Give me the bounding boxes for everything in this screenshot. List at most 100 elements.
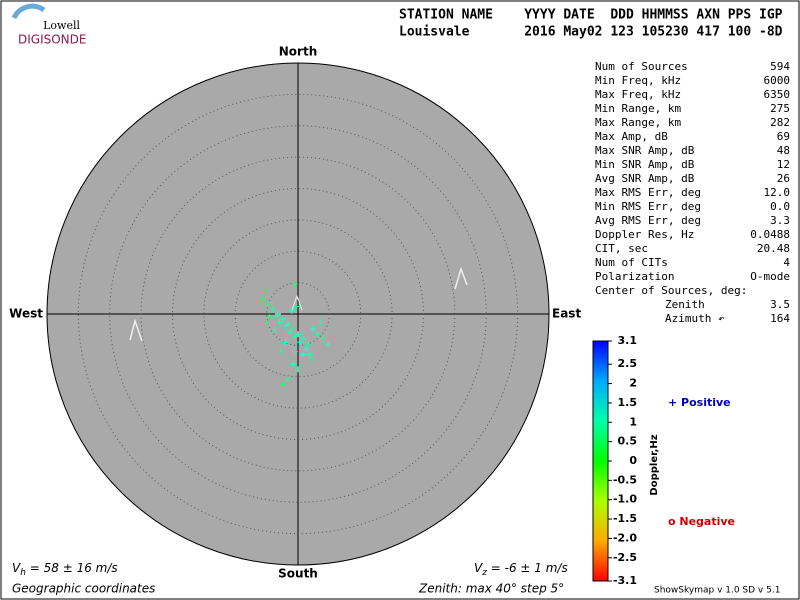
colorbar-tick-label: -0.5: [613, 473, 637, 486]
colorbar-label: Doppler,Hz: [649, 434, 660, 495]
stat-label: Avg SNR Amp, dB: [595, 172, 695, 185]
source-point: [288, 307, 295, 314]
source-point: [310, 326, 317, 333]
vh-label: Vh = 58 ± 16 m/s: [12, 561, 118, 578]
source-point: [283, 322, 290, 329]
stat-value: O-mode: [750, 270, 790, 283]
stat-value: 12: [777, 158, 790, 171]
stat-value: 6350: [764, 88, 791, 101]
stat-label: Min RMS Err, deg: [595, 200, 701, 213]
stat-label: Max Range, km: [595, 116, 681, 129]
stat-label: Doppler Res, Hz: [595, 228, 694, 241]
source-point: [284, 376, 291, 383]
zenith-ring: [203, 219, 393, 409]
marker: [291, 294, 303, 311]
stat-label: Max SNR Amp, dB: [595, 144, 695, 157]
stat-label: CIT, sec: [595, 242, 648, 255]
source-point: [289, 361, 296, 368]
zenith-ring: [77, 93, 519, 535]
source-point: [296, 339, 303, 346]
logo-arc: [11, 3, 46, 20]
colorbar-tick-label: -3.1: [613, 574, 637, 587]
stat-value: 48: [777, 144, 790, 157]
source-point: [257, 298, 264, 305]
source-point: [291, 348, 298, 355]
stat-label: Avg RMS Err, deg: [595, 214, 701, 227]
stat-label: Center of Sources, deg:: [595, 284, 747, 297]
source-point: [286, 329, 293, 336]
source-point: [293, 303, 300, 310]
stat-label: Max RMS Err, deg: [595, 186, 701, 199]
source-point: [266, 314, 273, 321]
zenith-label: Zenith: max 40° step 5°: [418, 582, 564, 596]
zenith-ring: [172, 188, 424, 440]
source-point: [277, 348, 284, 355]
stat-label: Num of Sources: [595, 60, 688, 73]
zenith-ring: [109, 125, 487, 503]
source-point: [279, 381, 286, 388]
source-point: [300, 336, 307, 343]
stat-value: 4: [783, 256, 790, 269]
colorbar-tick-label: 2: [629, 377, 637, 390]
source-point: [325, 341, 332, 348]
stat-value: 12.0: [764, 186, 791, 199]
stat-label: Polarization: [595, 270, 674, 283]
colorbar-tick-label: 1: [629, 415, 637, 428]
stat-label: Num of CITs: [595, 256, 668, 269]
stat-label: Zenith: [665, 298, 705, 311]
colorbar-tick-label: -2.0: [613, 531, 637, 544]
stat-value: 3.5: [770, 298, 790, 311]
colorbar-tick-label: 2.5: [618, 357, 638, 370]
source-point: [320, 336, 327, 343]
colorbar-tick-label: 3.1: [618, 334, 638, 347]
source-point: [291, 280, 298, 287]
stat-value: 0.0488: [750, 228, 790, 241]
colorbar-tick-label: -1.5: [613, 512, 637, 525]
coords-label: Geographic coordinates: [12, 582, 155, 596]
colorbar: [592, 340, 609, 582]
version-label: ShowSkymap v 1.0 SD v 5.1: [654, 586, 780, 596]
source-point: [306, 351, 313, 358]
logo-bottom: DIGISONDE: [18, 33, 86, 47]
stat-label: Max Amp, dB: [595, 130, 668, 143]
marker: [129, 266, 468, 342]
source-point: [295, 331, 301, 338]
stat-value: 282: [770, 116, 790, 129]
stat-value: 26: [777, 172, 790, 185]
colorbar-tick-label: 0: [629, 454, 637, 467]
stat-value: 594: [770, 60, 790, 73]
direction-label: East: [552, 307, 581, 321]
stat-label: Min Range, km: [595, 102, 681, 115]
source-point: [289, 326, 296, 333]
source-point: [263, 320, 270, 327]
zenith-ring: [266, 282, 330, 346]
stat-label: Max Freq, kHz: [595, 88, 681, 101]
zenith-ring: [140, 156, 456, 472]
stat-value: 164: [770, 312, 790, 325]
zenith-ring: [234, 250, 362, 378]
stat-value: 69: [777, 130, 790, 143]
colorbar-tick-label: 0.5: [618, 435, 638, 448]
source-point: [269, 305, 276, 312]
legend-positive: + Positive: [668, 396, 731, 409]
source-point: [276, 319, 283, 326]
source-point: [307, 354, 314, 361]
vz-label: Vz = -6 ± 1 m/s: [474, 561, 568, 578]
source-point: [279, 316, 286, 323]
colorbar-tick-label: -2.5: [613, 551, 637, 564]
source-point: [282, 339, 289, 346]
logo-top: Lowell: [43, 19, 80, 32]
source-point: [291, 332, 298, 339]
source-point: [305, 341, 312, 348]
source-point: [303, 346, 310, 353]
source-point: [300, 351, 307, 358]
direction-label: South: [278, 567, 318, 581]
stat-value: 275: [770, 102, 790, 115]
stat-value: 6000: [764, 74, 791, 87]
source-point: [315, 331, 322, 338]
legend-negative: o Negative: [668, 515, 735, 528]
header-line: STATION NAME YYYY DATE DDD HHMMSS AXN PP…: [399, 8, 783, 23]
colorbar-tick-label: 1.5: [618, 396, 638, 409]
